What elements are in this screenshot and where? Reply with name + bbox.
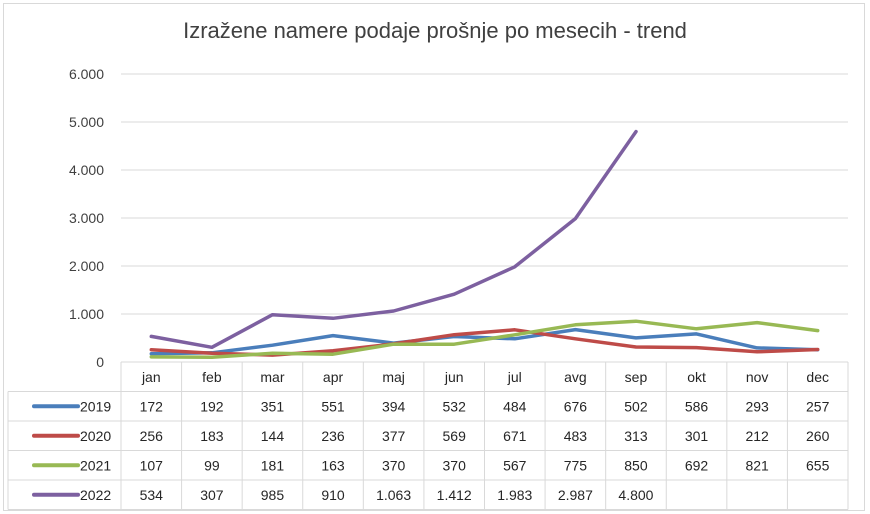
series-line-2021 (149, 319, 820, 359)
table-cell-value: 532 (443, 398, 467, 414)
chart-title: Izražene namere podaje prošnje po meseci… (183, 18, 687, 43)
legend-label: 2022 (80, 487, 111, 503)
table-cell-value: 484 (503, 398, 527, 414)
table-cell-value: 192 (200, 398, 224, 414)
x-category-label: maj (382, 369, 405, 385)
series-line-2022 (149, 129, 638, 350)
table-cell-value: 1.983 (497, 487, 532, 503)
y-tick-label: 1.000 (69, 306, 104, 322)
table-cell-value: 307 (200, 487, 224, 503)
x-category-label: jul (507, 369, 522, 385)
table-cell-value: 236 (321, 428, 345, 444)
table-cell-value: 377 (382, 428, 406, 444)
table-cell-value: 534 (140, 487, 164, 503)
table-cell-value: 1.063 (376, 487, 411, 503)
table-cell-value: 370 (443, 457, 467, 473)
table-cell-value: 850 (624, 457, 648, 473)
table-cell-value: 910 (321, 487, 345, 503)
table-cell-value: 260 (806, 428, 830, 444)
table-cell-value: 313 (624, 428, 648, 444)
table-cell-value: 655 (806, 457, 830, 473)
series-line-2020 (149, 328, 820, 357)
y-tick-label: 0 (96, 354, 104, 370)
x-category-label: nov (746, 369, 769, 385)
table-cell-value: 107 (140, 457, 164, 473)
x-category-label: avg (564, 369, 587, 385)
y-tick-label: 6.000 (69, 66, 104, 82)
x-category-label: feb (202, 369, 222, 385)
table-cell-value: 99 (204, 457, 220, 473)
legend-label: 2020 (80, 428, 111, 444)
table-cell-value: 351 (261, 398, 285, 414)
table-cell-value: 551 (321, 398, 345, 414)
legend-label: 2021 (80, 457, 111, 473)
table-cell-value: 569 (443, 428, 467, 444)
table-cell-value: 301 (685, 428, 709, 444)
table-cell-value: 163 (321, 457, 345, 473)
table-cell-value: 4.800 (618, 487, 653, 503)
table-cell-value: 985 (261, 487, 285, 503)
x-category-label: dec (806, 369, 829, 385)
y-tick-label: 4.000 (69, 162, 104, 178)
table-cell-value: 394 (382, 398, 406, 414)
y-tick-label: 3.000 (69, 210, 104, 226)
series-line-2019 (149, 327, 820, 356)
x-category-label: mar (260, 369, 284, 385)
x-category-label: sep (625, 369, 648, 385)
y-tick-label: 2.000 (69, 258, 104, 274)
x-category-label: apr (323, 369, 344, 385)
table-cell-value: 483 (564, 428, 588, 444)
table-cell-value: 671 (503, 428, 527, 444)
legend-label: 2019 (80, 398, 111, 414)
table-cell-value: 1.412 (437, 487, 472, 503)
x-category-label: okt (687, 369, 706, 385)
y-tick-label: 5.000 (69, 114, 104, 130)
table-cell-value: 2.987 (558, 487, 593, 503)
table-cell-value: 256 (140, 428, 164, 444)
table-cell-value: 144 (261, 428, 285, 444)
table-cell-value: 502 (624, 398, 648, 414)
table-cell-value: 586 (685, 398, 709, 414)
table-cell-value: 183 (200, 428, 224, 444)
table-cell-value: 567 (503, 457, 527, 473)
table-cell-value: 212 (745, 428, 769, 444)
table-cell-value: 293 (745, 398, 769, 414)
table-cell-value: 257 (806, 398, 830, 414)
table-cell-value: 775 (564, 457, 588, 473)
x-category-label: jun (444, 369, 464, 385)
table-cell-value: 676 (564, 398, 588, 414)
table-cell-value: 172 (140, 398, 164, 414)
x-category-label: jan (141, 369, 161, 385)
table-cell-value: 692 (685, 457, 709, 473)
chart-frame (3, 3, 865, 511)
table-cell-value: 821 (745, 457, 769, 473)
table-cell-value: 181 (261, 457, 285, 473)
table-cell-value: 370 (382, 457, 406, 473)
